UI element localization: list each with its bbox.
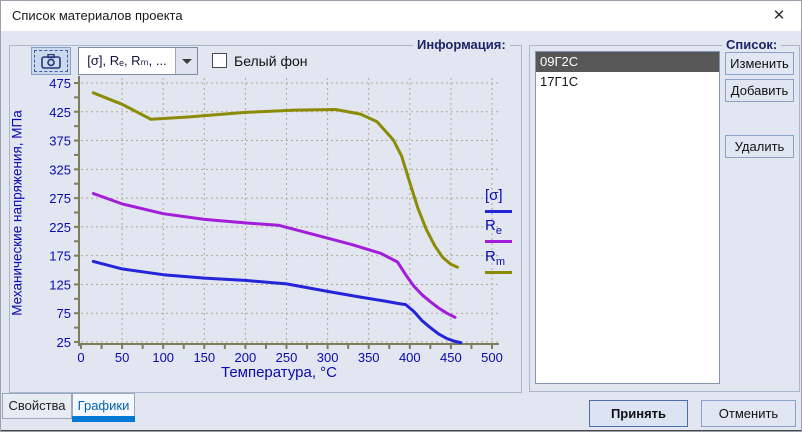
edit-button[interactable]: Изменить (725, 52, 794, 75)
close-icon[interactable]: ✕ (772, 7, 786, 24)
add-button[interactable]: Добавить (725, 79, 794, 102)
svg-text:175: 175 (49, 249, 71, 264)
chevron-down-icon[interactable] (175, 48, 197, 74)
info-group: Информация: (9, 37, 522, 393)
svg-text:450: 450 (440, 350, 462, 365)
svg-text:0: 0 (77, 350, 84, 365)
info-group-label: Информация: (413, 37, 510, 52)
accept-button[interactable]: Принять (589, 400, 688, 427)
svg-text:350: 350 (358, 350, 380, 365)
svg-text:225: 225 (49, 220, 71, 235)
svg-text:250: 250 (276, 350, 298, 365)
tab-graphs[interactable]: Графики (72, 393, 135, 419)
white-background-checkbox[interactable] (212, 53, 227, 68)
curve-select-value: [σ], Rₑ, Rₘ, ... (87, 53, 167, 68)
legend-swatch-rm (485, 271, 512, 274)
legend-item-sigma: [σ] (485, 187, 512, 213)
svg-text:475: 475 (49, 76, 71, 91)
legend-item-re: Re (485, 217, 512, 243)
svg-text:150: 150 (193, 350, 215, 365)
window-title: Список материалов проекта (12, 8, 183, 23)
focus-rect (34, 50, 68, 72)
svg-text:300: 300 (317, 350, 339, 365)
svg-text:275: 275 (49, 191, 71, 206)
list-group: Список: (529, 37, 800, 392)
svg-text:500: 500 (481, 350, 503, 365)
svg-text:125: 125 (49, 277, 71, 292)
stress-temperature-chart: 0 50 100 150 200 250 300 350 400 450 500 25 75 125 175… (49, 76, 503, 365)
svg-text:425: 425 (49, 105, 71, 120)
legend-swatch-re (485, 240, 512, 243)
list-item-material[interactable]: 17Г1С (540, 74, 579, 89)
svg-text:75: 75 (57, 306, 71, 321)
legend-swatch-sigma (485, 210, 512, 213)
materials-listbox[interactable]: 09Г2С 17Г1С (535, 51, 720, 384)
white-background-label: Белый фон (234, 53, 308, 69)
curve-select-dropdown[interactable]: [σ], Rₑ, Rₘ, ... (78, 47, 198, 75)
svg-text:25: 25 (57, 335, 71, 350)
svg-text:375: 375 (49, 134, 71, 149)
delete-button[interactable]: Удалить (725, 135, 794, 158)
svg-text:400: 400 (399, 350, 421, 365)
tab-properties[interactable]: Свойства (2, 393, 72, 419)
list-group-label: Список: (722, 37, 782, 52)
camera-icon (41, 54, 61, 69)
title-bar: Список материалов проекта ✕ (1, 1, 801, 31)
svg-text:100: 100 (152, 350, 174, 365)
list-item-material[interactable]: 09Г2С (536, 52, 719, 72)
svg-text:325: 325 (49, 162, 71, 177)
active-tab-indicator (72, 416, 135, 422)
legend-item-rm: Rm (485, 248, 512, 274)
svg-text:50: 50 (115, 350, 129, 365)
camera-button[interactable] (31, 47, 71, 75)
y-axis-title: Механические напряжения, МПа (9, 110, 25, 316)
svg-text:200: 200 (235, 350, 257, 365)
cancel-button[interactable]: Отменить (701, 400, 796, 427)
window-bottom-border (1, 430, 801, 431)
x-axis-title: Температура, °C (220, 364, 338, 381)
